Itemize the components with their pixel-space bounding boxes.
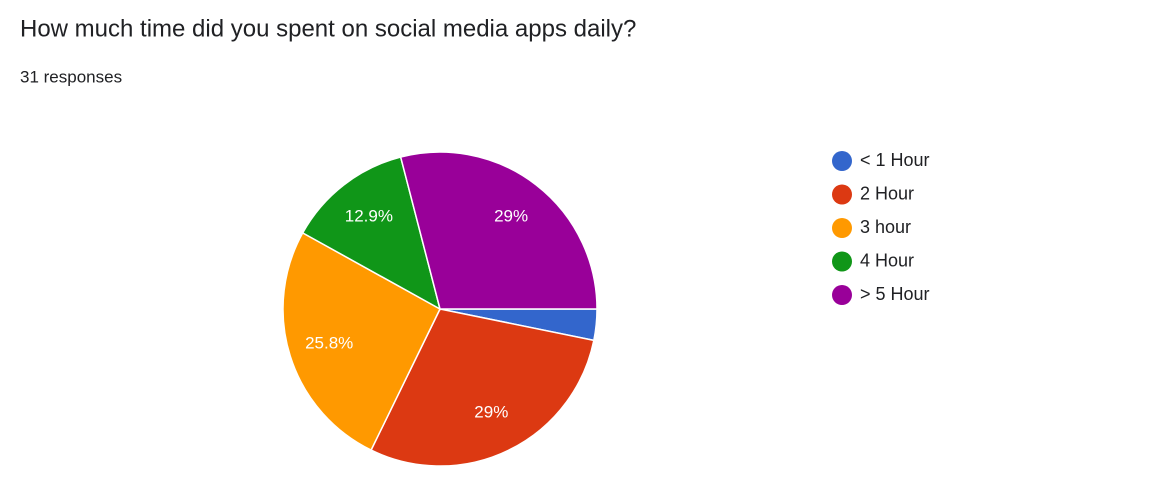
chart-subtitle: 31 responses	[20, 67, 122, 86]
pie-slice	[399, 151, 598, 310]
chart-title: How much time did you spent on social me…	[20, 15, 636, 42]
legend-label: 3 hour	[860, 217, 911, 237]
slice-label: 29%	[494, 207, 528, 226]
legend-swatch	[832, 251, 852, 272]
legend-swatch	[832, 218, 852, 238]
pie-slice	[301, 156, 442, 311]
legend-swatch	[832, 285, 852, 305]
legend-label: > 5 Hour	[860, 284, 930, 304]
legend-swatch	[832, 184, 852, 205]
slice-label: 29%	[474, 403, 508, 422]
legend-label: 4 Hour	[860, 250, 914, 270]
legend-swatch	[832, 151, 852, 171]
legend-label: < 1 Hour	[860, 150, 930, 170]
slice-label: 25.8%	[305, 333, 353, 352]
pie-slice	[282, 231, 441, 452]
slice-label: 12.9%	[345, 207, 393, 226]
legend-label: 2 Hour	[860, 183, 914, 203]
pie-slice	[370, 308, 595, 467]
